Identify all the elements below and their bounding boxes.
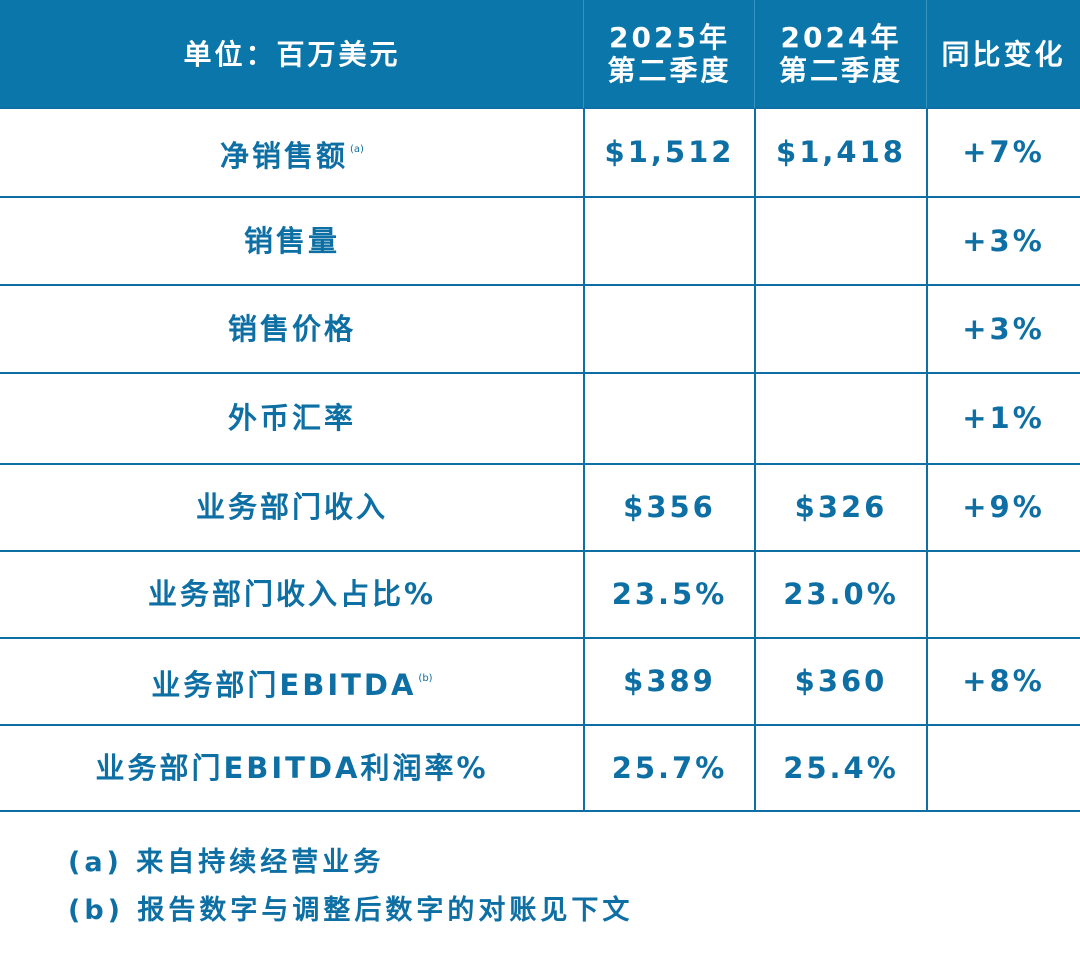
row-border xyxy=(0,810,1080,812)
row-label-line: 业务部门EBITDA利润率% xyxy=(95,750,489,785)
header-cell: 单位：百万美元 xyxy=(0,0,584,108)
value-cell: 23.0% xyxy=(755,551,927,638)
row-label-line: 业务部门EBITDA (b) xyxy=(151,662,432,702)
row-label: 销售量 xyxy=(0,197,584,285)
col-border xyxy=(583,108,585,812)
value: 25.7% xyxy=(611,750,728,785)
row-label: 净销售额 (a) xyxy=(0,108,584,197)
value-cell: 23.5% xyxy=(584,551,755,638)
row-label-line: 净销售额 (a) xyxy=(220,133,364,173)
row-border xyxy=(0,637,1080,639)
value-cell: 25.7% xyxy=(584,725,755,811)
label-text: 外币汇率 xyxy=(227,401,356,435)
row-label-line: 业务部门收入 xyxy=(196,491,388,524)
header-label: 单位：百万美元 xyxy=(183,37,401,71)
col-border xyxy=(926,108,928,812)
row-border xyxy=(0,372,1080,374)
value: 23.5% xyxy=(611,577,728,611)
row-label-line: 外币汇率 xyxy=(228,402,356,435)
header-line: 同比变化 xyxy=(941,37,1066,71)
row-label-line: 销售价格 xyxy=(227,311,356,346)
value: $326 xyxy=(794,490,888,524)
value-cell: +3% xyxy=(927,285,1080,373)
row-border xyxy=(0,463,1080,465)
row-label: 销售价格 xyxy=(0,285,584,373)
value-cell: 25.4% xyxy=(755,725,927,811)
value-cell: $356 xyxy=(584,464,755,551)
value-cell: +9% xyxy=(927,464,1080,551)
header-cell: 2024年 第二季度 xyxy=(755,0,927,108)
row-border xyxy=(0,284,1080,286)
row-label: 外币汇率 xyxy=(0,373,584,464)
header-divider xyxy=(583,0,584,108)
label-text: 业务部门收入 xyxy=(195,490,388,524)
value-cell: +7% xyxy=(927,108,1080,197)
value: +3% xyxy=(962,311,1045,346)
row-border xyxy=(0,107,1080,109)
row-border xyxy=(0,196,1080,198)
value-cell: $389 xyxy=(584,638,755,725)
value: +8% xyxy=(962,664,1045,698)
row-border xyxy=(0,550,1080,552)
header-divider xyxy=(754,0,755,108)
value: $360 xyxy=(794,664,888,698)
header-line: 2024年 xyxy=(780,21,902,54)
value: +7% xyxy=(962,135,1045,169)
value: +3% xyxy=(962,223,1045,258)
label-text: 净销售额 xyxy=(220,138,349,173)
note-marker: (b) xyxy=(418,672,433,684)
value: $1,512 xyxy=(604,135,735,169)
header-divider xyxy=(926,0,927,108)
header-line: 第二季度 xyxy=(778,54,903,87)
row-border xyxy=(0,724,1080,726)
value-cell: $1,512 xyxy=(584,108,755,197)
value: $389 xyxy=(623,664,716,698)
header-line: 第二季度 xyxy=(607,54,732,87)
row-label: 业务部门EBITDA (b) xyxy=(0,638,584,725)
header-cell: 同比变化 xyxy=(927,0,1080,108)
row-label: 业务部门EBITDA利润率% xyxy=(0,725,584,811)
label-text: 业务部门EBITDA xyxy=(151,667,417,702)
value: $356 xyxy=(623,490,716,524)
header-cell: 2025年 第二季度 xyxy=(584,0,755,108)
value-cell: +1% xyxy=(927,373,1080,464)
label-text: 销售价格 xyxy=(227,311,356,346)
row-label: 业务部门收入占比% xyxy=(0,551,584,638)
header-bar xyxy=(0,0,1080,108)
value-cell: $360 xyxy=(755,638,927,725)
value: 23.0% xyxy=(783,577,899,611)
value: 25.4% xyxy=(783,750,899,785)
value-cell: $326 xyxy=(755,464,927,551)
value-cell: $1,418 xyxy=(755,108,927,197)
label-text: 销售量 xyxy=(243,223,340,258)
header-line: 2025年 xyxy=(609,21,730,54)
row-label-line: 销售量 xyxy=(243,223,340,258)
label-text: 业务部门EBITDA利润率% xyxy=(95,750,489,785)
value: +1% xyxy=(962,401,1045,435)
value-cell: +3% xyxy=(927,197,1080,285)
row-label-line: 业务部门收入占比% xyxy=(148,578,436,611)
value: +9% xyxy=(962,490,1045,524)
value: $1,418 xyxy=(776,135,906,169)
footnote: (a) 来自持续经营业务 xyxy=(68,847,385,878)
note-marker: (a) xyxy=(350,143,364,155)
footnote: (b) 报告数字与调整后数字的对账见下文 xyxy=(68,895,634,926)
row-label: 业务部门收入 xyxy=(0,464,584,551)
col-border xyxy=(754,108,756,812)
label-text: 业务部门收入占比% xyxy=(147,577,437,611)
value-cell: +8% xyxy=(927,638,1080,725)
